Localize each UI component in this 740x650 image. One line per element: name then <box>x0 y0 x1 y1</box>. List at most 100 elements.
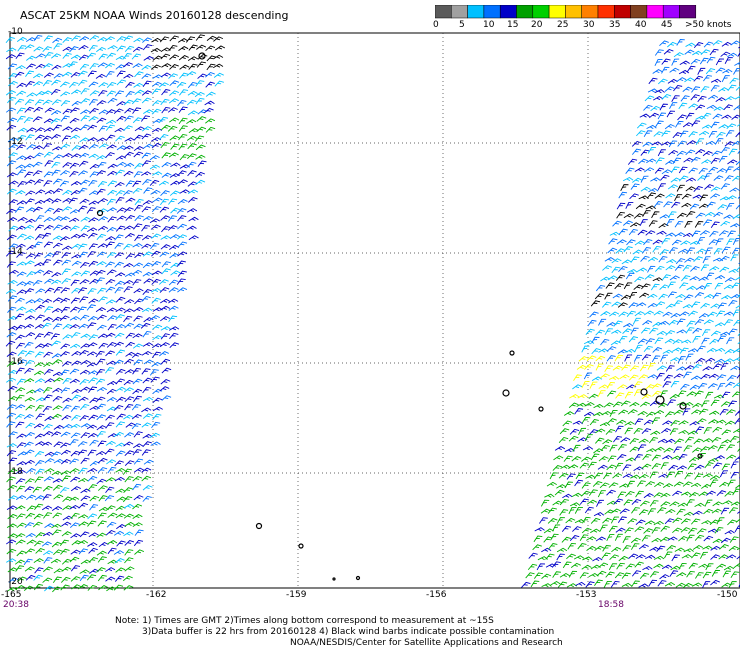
wind-barb <box>631 580 640 588</box>
wind-barb <box>675 293 686 299</box>
wind-barb <box>7 513 18 520</box>
wind-barb <box>23 585 34 591</box>
wind-barb <box>15 387 26 393</box>
wind-barb <box>15 65 26 70</box>
wind-barb <box>716 517 725 525</box>
wind-barb <box>53 208 63 214</box>
wind-barb <box>724 96 735 101</box>
wind-barb <box>71 100 82 107</box>
wind-barb <box>599 422 611 427</box>
wind-barb <box>78 323 89 329</box>
wind-barb <box>684 365 695 371</box>
wind-barb <box>42 46 53 52</box>
wind-barb <box>667 184 678 190</box>
wind-barb <box>624 527 634 534</box>
wind-barb <box>98 216 109 222</box>
wind-barb <box>113 359 124 366</box>
wind-barb <box>703 219 712 226</box>
wind-barb <box>132 117 143 124</box>
wind-barb <box>641 394 652 400</box>
wind-barb <box>722 68 733 74</box>
wind-barb <box>581 516 591 524</box>
wind-barb <box>96 314 107 321</box>
wind-barb <box>638 473 649 479</box>
wind-barb <box>25 574 36 581</box>
island-outline <box>355 575 361 581</box>
wind-barb <box>79 198 90 204</box>
wind-barb <box>134 71 144 78</box>
wind-barb <box>5 107 17 113</box>
wind-barb <box>590 300 601 307</box>
wind-barb <box>735 483 740 489</box>
wind-barb <box>33 388 44 393</box>
wind-barb <box>676 184 685 192</box>
wind-barb <box>703 293 715 299</box>
wind-barb <box>71 243 82 249</box>
wind-barb <box>169 332 179 339</box>
wind-barb <box>595 437 605 444</box>
wind-barb <box>684 221 693 228</box>
wind-barb <box>131 352 142 359</box>
wind-barb <box>673 446 682 454</box>
wind-barb <box>559 572 570 578</box>
wind-barb <box>645 554 656 560</box>
wind-barb <box>105 486 115 494</box>
wind-barb <box>16 107 26 115</box>
wind-barb <box>142 377 153 384</box>
wind-barb <box>647 374 658 379</box>
wind-barb <box>652 277 663 282</box>
wind-barb <box>643 528 654 534</box>
wind-barb <box>70 54 82 60</box>
wind-barb <box>608 525 618 533</box>
wind-barb <box>646 192 657 199</box>
wind-barb <box>69 504 80 510</box>
wind-barb <box>123 35 134 42</box>
wind-barb <box>150 441 161 446</box>
wind-barb <box>717 204 728 210</box>
wind-barb <box>598 318 607 326</box>
wind-barb <box>43 557 53 564</box>
wind-barb <box>78 70 88 77</box>
wind-barb <box>568 435 579 442</box>
wind-barb <box>151 351 161 359</box>
wind-barb <box>654 59 663 67</box>
wind-barb <box>595 355 606 362</box>
wind-barb <box>589 311 599 318</box>
wind-barb <box>581 345 590 353</box>
wind-barb <box>142 433 153 439</box>
wind-barb <box>95 307 106 313</box>
wind-barb <box>660 354 668 362</box>
wind-barb <box>123 62 133 68</box>
wind-barb <box>87 475 98 482</box>
wind-barb <box>690 518 701 525</box>
wind-barb <box>661 93 672 100</box>
wind-barb <box>141 126 152 132</box>
wind-barb <box>71 388 82 394</box>
wind-barb <box>77 514 89 519</box>
wind-barb <box>43 180 53 187</box>
wind-barb <box>131 413 142 420</box>
wind-barb <box>7 117 18 124</box>
wind-barb <box>679 311 690 317</box>
wind-barb <box>677 502 688 507</box>
wind-barb <box>195 154 206 160</box>
wind-barb <box>71 35 81 42</box>
wind-barb <box>16 90 27 96</box>
wind-barb <box>17 216 28 222</box>
wind-barb <box>96 414 107 421</box>
wind-barb <box>133 223 143 230</box>
wind-barb <box>15 585 26 590</box>
wind-barb <box>709 193 720 199</box>
wind-barb <box>724 141 735 147</box>
wind-barb <box>25 134 35 141</box>
wind-barb <box>656 365 667 371</box>
wind-barb <box>116 36 127 42</box>
wind-barb <box>178 117 188 125</box>
island-outline <box>509 350 515 356</box>
wind-barb <box>132 46 143 53</box>
wind-barb <box>24 350 35 357</box>
wind-barb <box>32 161 43 168</box>
wind-barb <box>42 143 53 150</box>
wind-barb <box>151 343 163 349</box>
wind-barb <box>15 164 26 170</box>
